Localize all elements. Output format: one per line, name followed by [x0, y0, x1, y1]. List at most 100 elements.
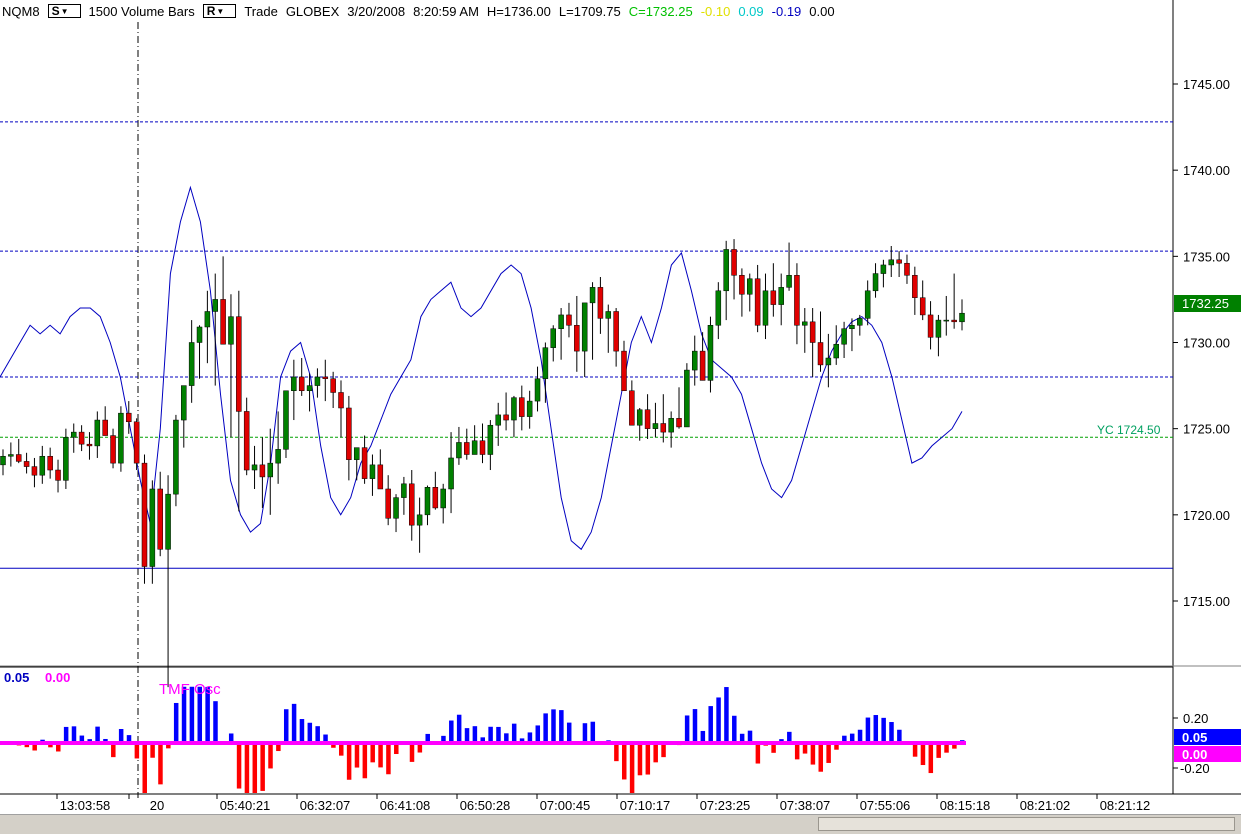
date-label: 3/20/2008 — [347, 3, 406, 19]
candle-body — [204, 311, 211, 328]
candle-body — [809, 321, 816, 343]
candle-body — [377, 464, 384, 490]
osc-bar — [724, 687, 729, 743]
time-tick-label: 07:38:07 — [780, 798, 831, 813]
change4-label: 0.00 — [809, 3, 835, 19]
symbol-dropdown-button[interactable]: S ▼ — [47, 4, 81, 18]
osc-bar — [244, 743, 250, 793]
candle-body — [283, 390, 289, 450]
candle-body — [684, 369, 690, 428]
candle-body — [361, 447, 368, 479]
osc-bar — [268, 743, 273, 769]
osc-bar — [95, 726, 100, 743]
osc-bar — [71, 726, 77, 743]
candle-body — [660, 423, 667, 433]
osc-bar — [456, 714, 462, 743]
price-tick-label: 1720.00 — [1183, 508, 1230, 523]
osc-bar — [24, 743, 30, 748]
candle-body — [723, 249, 729, 292]
osc-bar — [417, 743, 423, 753]
candlestick-series — [0, 239, 965, 688]
candle-body — [322, 376, 329, 379]
candle-body — [503, 414, 509, 421]
osc-bar — [346, 743, 352, 780]
osc-bar — [566, 722, 572, 743]
osc-bar — [441, 735, 446, 743]
high-label: H=1736.00 — [486, 3, 551, 19]
candle-body — [943, 319, 950, 322]
price-tick-label: 1740.00 — [1183, 163, 1230, 178]
candle-body — [353, 447, 360, 460]
osc-bar — [629, 743, 635, 793]
osc-bar — [276, 743, 281, 752]
candle-body — [243, 411, 250, 471]
candle-body — [440, 488, 446, 509]
candle-body — [291, 376, 297, 392]
osc-bar — [511, 723, 517, 743]
interval-dropdown-button[interactable]: R ▼ — [202, 4, 237, 18]
candle-body — [448, 457, 454, 490]
osc-bar — [732, 715, 737, 743]
candle-body — [864, 290, 871, 319]
osc-bar — [535, 725, 541, 743]
osc-bar — [873, 715, 879, 743]
osc-bar — [794, 743, 800, 760]
horizontal-scrollbar[interactable] — [0, 814, 1241, 834]
osc-bar — [189, 686, 195, 743]
candle-body — [825, 357, 832, 366]
yc-label: YC 1724.50 — [1097, 423, 1161, 437]
osc-bar — [299, 719, 305, 743]
osc-bar — [496, 726, 501, 743]
osc-bar — [252, 743, 258, 793]
osc-value-2: 0.00 — [45, 670, 70, 685]
osc-bar — [818, 743, 824, 772]
candle-body — [275, 449, 281, 464]
candle-body — [762, 290, 769, 326]
chevron-down-icon: ▼ — [216, 6, 225, 16]
osc-bar — [197, 686, 203, 743]
time-tick-label: 07:55:06 — [860, 798, 911, 813]
osc-bar — [394, 743, 399, 755]
candle-body — [314, 376, 321, 386]
candle-body — [581, 302, 588, 352]
candle-body — [589, 287, 596, 304]
osc-bar — [449, 720, 454, 743]
time-axis: 13:03:58 20 05:40:21 06:32:07 06:41:08 06:50:… — [56, 794, 1150, 813]
candle-body — [424, 487, 431, 516]
osc-bar — [936, 743, 941, 758]
price-tick-label: 1730.00 — [1183, 336, 1230, 351]
candle-body — [605, 311, 612, 319]
candle-body — [652, 423, 659, 429]
osc-bar — [504, 733, 509, 743]
candle-body — [78, 431, 85, 445]
candle-body — [849, 325, 855, 329]
osc-bar — [952, 743, 957, 749]
osc-bar — [747, 730, 753, 743]
candle-body — [542, 347, 549, 379]
osc-bar — [849, 733, 855, 743]
osc-bar — [802, 743, 808, 754]
candle-body — [841, 328, 847, 345]
scrollbar-thumb[interactable] — [818, 817, 1235, 831]
osc-bar — [527, 732, 533, 743]
osc-bar — [582, 723, 588, 743]
candle-body — [896, 259, 902, 264]
price-tick-label: 1735.00 — [1183, 249, 1230, 264]
osc-bar — [857, 729, 863, 743]
osc-bar — [480, 737, 485, 743]
time-tick-label: 07:10:17 — [620, 798, 671, 813]
time-tick-label: 06:32:07 — [300, 798, 351, 813]
candle-body — [927, 314, 934, 338]
osc-bar — [519, 738, 525, 743]
osc-bar — [173, 702, 179, 743]
osc-bar — [755, 743, 761, 764]
candle-body — [959, 312, 965, 323]
candle-body — [754, 278, 761, 326]
osc-bar — [645, 743, 651, 775]
osc-bar — [551, 709, 556, 743]
candle-body — [471, 440, 478, 455]
candle-body — [330, 378, 336, 393]
candle-body — [220, 299, 226, 345]
candle-body — [133, 421, 140, 464]
